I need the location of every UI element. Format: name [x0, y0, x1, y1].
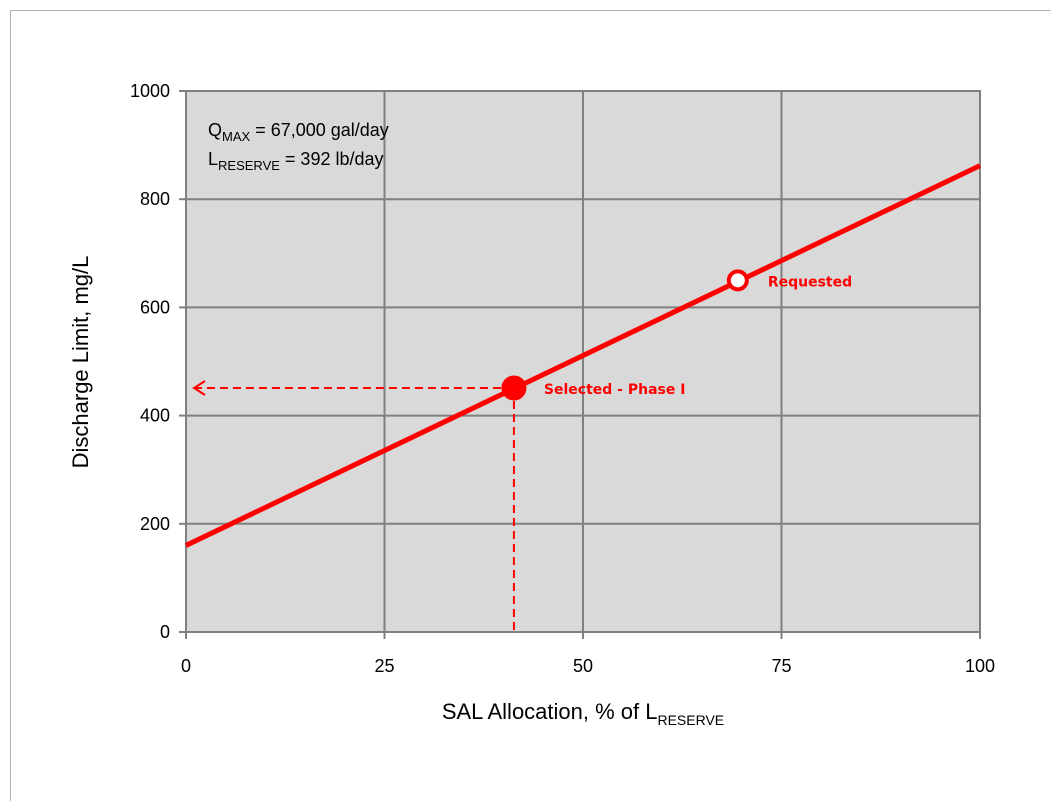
series-lines: [184, 163, 982, 548]
y-axis-title: Discharge Limit, mg/L: [68, 256, 93, 469]
annotations: QMAX = 67,000 gal/day LRESERVE = 392 lb/…: [208, 120, 389, 173]
y-tick-label: 1000: [130, 81, 170, 101]
annotation-lreserve-main: L: [208, 149, 218, 169]
x-axis-title: SAL Allocation, % of LRESERVE: [442, 699, 724, 728]
annotation-lreserve-sub: RESERVE: [218, 158, 280, 173]
y-tick-label: 0: [160, 622, 170, 642]
selected-point: [501, 375, 527, 401]
x-tick-label: 100: [965, 656, 995, 676]
guide-arrowhead: [192, 380, 206, 396]
x-axis-title-sub: RESERVE: [657, 712, 724, 728]
y-tick-label: 400: [140, 406, 170, 426]
annotation-qmax-rest: = 67,000 gal/day: [250, 120, 389, 140]
annotation-qmax-main: Q: [208, 120, 222, 140]
annotation-qmax: QMAX = 67,000 gal/day: [208, 120, 389, 144]
selected-label: Selected - Phase I: [544, 382, 686, 398]
annotation-lreserve: LRESERVE = 392 lb/day: [208, 149, 384, 173]
guide-lines: [192, 380, 515, 632]
series-line: [184, 163, 982, 548]
chart-frame: [10, 10, 1051, 801]
y-tick-label: 800: [140, 189, 170, 209]
y-tick-label: 600: [140, 297, 170, 317]
x-tick-label: 75: [771, 656, 791, 676]
y-tick-label: 200: [140, 514, 170, 534]
x-tick-label: 50: [573, 656, 593, 676]
requested-point: [726, 269, 749, 292]
requested-label: Requested: [768, 274, 852, 290]
tick-labels: 0 200 400 600 800 1000 0 25 50 75 100: [130, 81, 995, 676]
data-points: Requested Selected - Phase I: [501, 269, 852, 401]
x-axis-title-main: SAL Allocation, % of L: [442, 699, 658, 724]
gridlines: [179, 90, 981, 639]
annotation-qmax-sub: MAX: [222, 129, 251, 144]
x-tick-label: 25: [374, 656, 394, 676]
x-tick-label: 0: [181, 656, 191, 676]
annotation-lreserve-rest: = 392 lb/day: [280, 149, 384, 169]
